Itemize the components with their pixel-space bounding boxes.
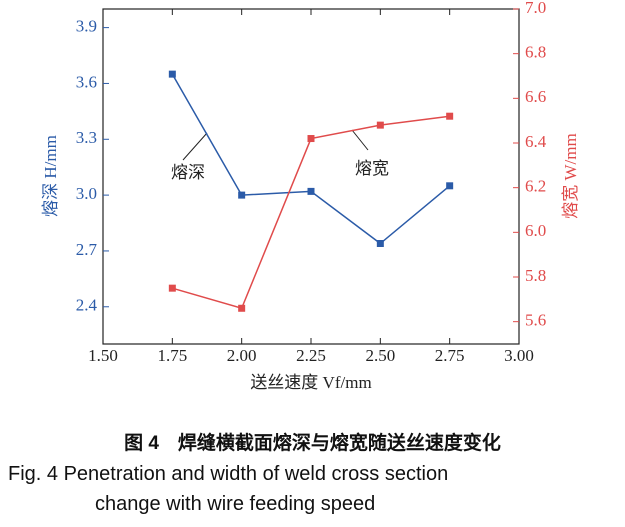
marker xyxy=(446,182,454,190)
plot-frame xyxy=(102,8,520,345)
y2-tick-label: 5.8 xyxy=(525,266,546,285)
marker xyxy=(238,304,246,312)
y2-tick-label: 5.6 xyxy=(525,311,546,330)
marker xyxy=(376,121,384,129)
y-tick-label: 3.9 xyxy=(76,17,97,36)
series-annotation: 熔深 xyxy=(171,163,205,182)
y2-tick-label: 7.0 xyxy=(525,0,546,17)
x-tick-label: 1.75 xyxy=(157,346,187,365)
series-line xyxy=(171,73,451,245)
series-line xyxy=(172,115,450,310)
x-tick-label: 2.25 xyxy=(296,346,326,365)
marker xyxy=(446,112,454,120)
caption-en: Fig. 4 Penetration and width of weld cro… xyxy=(8,463,449,485)
y2-tick-label: 6.6 xyxy=(525,87,546,106)
y2-tick-label: 6.8 xyxy=(525,43,546,62)
marker xyxy=(238,191,246,199)
leader-line xyxy=(351,129,369,151)
marker xyxy=(168,70,176,78)
y2-tick-label: 6.2 xyxy=(525,177,546,196)
y2-tick-label: 6.0 xyxy=(525,221,546,240)
caption-en: change with wire feeding speed xyxy=(95,493,376,515)
y2-tick-label: 6.4 xyxy=(525,132,547,151)
x-tick-label: 2.00 xyxy=(227,346,257,365)
x-tick-label: 2.75 xyxy=(435,346,465,365)
y-tick-label: 3.3 xyxy=(76,128,97,147)
leader-line xyxy=(182,132,208,161)
chart: 熔深 熔宽 送丝速度 Vf/mm 熔深 H/mm 熔宽 W/mm 1.50 1.7… xyxy=(41,0,580,392)
x-tick-label: 3.00 xyxy=(504,346,534,365)
y-axis-label: 熔深 H/mm xyxy=(41,135,60,217)
marker xyxy=(168,284,176,292)
y2-axis-label: 熔宽 W/mm xyxy=(561,133,580,218)
marker xyxy=(376,240,384,247)
x-tick-label: 2.50 xyxy=(365,346,395,365)
x-axis-label: 送丝速度 Vf/mm xyxy=(250,373,371,392)
marker xyxy=(307,187,315,195)
caption-zh: 图 4 焊缝横截面熔深与熔宽随送丝速度变化 xyxy=(124,433,501,454)
y-tick-label: 3.6 xyxy=(76,72,97,91)
y-tick-label: 2.7 xyxy=(76,240,98,259)
series-annotation: 熔宽 xyxy=(355,159,389,178)
x-tick-label: 1.50 xyxy=(88,346,118,365)
marker xyxy=(307,135,315,143)
y-tick-label: 3.0 xyxy=(76,184,97,203)
y-tick-label: 2.4 xyxy=(76,296,98,315)
